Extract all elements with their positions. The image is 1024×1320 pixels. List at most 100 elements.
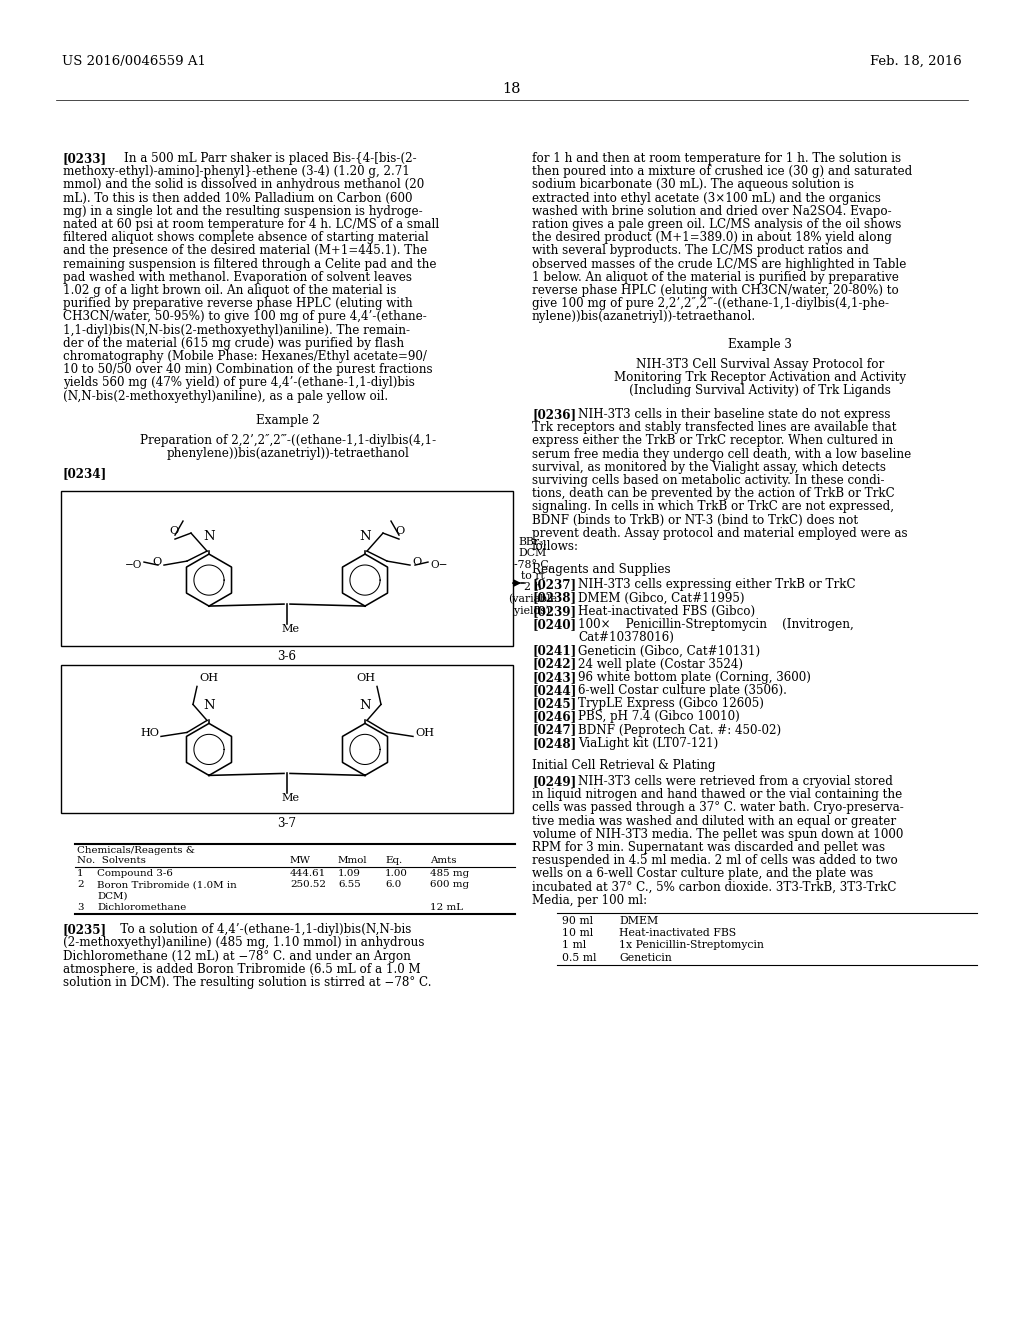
Text: mmol) and the solid is dissolved in anhydrous methanol (20: mmol) and the solid is dissolved in anhy… [63, 178, 424, 191]
Text: tions, death can be prevented by the action of TrkB or TrkC: tions, death can be prevented by the act… [532, 487, 895, 500]
Text: RPM for 3 min. Supernatant was discarded and pellet was: RPM for 3 min. Supernatant was discarded… [532, 841, 885, 854]
Text: [0246]: [0246] [532, 710, 577, 723]
Text: DCM): DCM) [97, 891, 128, 900]
Text: Reagents and Supplies: Reagents and Supplies [532, 562, 671, 576]
Text: Example 3: Example 3 [728, 338, 792, 351]
Text: resuspended in 4.5 ml media. 2 ml of cells was added to two: resuspended in 4.5 ml media. 2 ml of cel… [532, 854, 898, 867]
Text: BDNF (binds to TrkB) or NT-3 (bind to TrkC) does not: BDNF (binds to TrkB) or NT-3 (bind to Tr… [532, 513, 858, 527]
Text: NIH-3T3 cells expressing either TrkB or TrkC: NIH-3T3 cells expressing either TrkB or … [578, 578, 856, 591]
Text: O: O [395, 527, 404, 536]
Text: 600 mg: 600 mg [430, 880, 469, 890]
Text: DMEM (Gibco, Cat#11995): DMEM (Gibco, Cat#11995) [578, 591, 744, 605]
Text: pad washed with methanol. Evaporation of solvent leaves: pad washed with methanol. Evaporation of… [63, 271, 412, 284]
Text: washed with brine solution and dried over Na2SO4. Evapo-: washed with brine solution and dried ove… [532, 205, 892, 218]
Text: (2-methoxyethyl)aniline) (485 mg, 1.10 mmol) in anhydrous: (2-methoxyethyl)aniline) (485 mg, 1.10 m… [63, 936, 425, 949]
Text: [0245]: [0245] [532, 697, 577, 710]
Text: phenylene))bis(azanetriyl))-tetraethanol: phenylene))bis(azanetriyl))-tetraethanol [167, 447, 410, 459]
Text: Eq.: Eq. [385, 855, 402, 865]
Text: give 100 mg of pure 2,2’,2″,2‴-((ethane-1,1-diylbis(4,1-phe-: give 100 mg of pure 2,2’,2″,2‴-((ethane-… [532, 297, 889, 310]
Text: 444.61: 444.61 [290, 869, 327, 878]
Text: 1: 1 [77, 869, 84, 878]
Text: MW: MW [290, 855, 311, 865]
Text: cells was passed through a 37° C. water bath. Cryo-preserva-: cells was passed through a 37° C. water … [532, 801, 904, 814]
Text: BBr₃,: BBr₃, [518, 536, 547, 546]
Text: Heat-inactivated FBS: Heat-inactivated FBS [618, 928, 736, 939]
Text: O: O [169, 527, 178, 536]
Text: mg) in a single lot and the resulting suspension is hydroge-: mg) in a single lot and the resulting su… [63, 205, 423, 218]
Text: extracted into ethyl acetate (3×100 mL) and the organics: extracted into ethyl acetate (3×100 mL) … [532, 191, 881, 205]
Text: [0243]: [0243] [532, 671, 577, 684]
Text: N: N [359, 531, 371, 543]
Text: tive media was washed and diluted with an equal or greater: tive media was washed and diluted with a… [532, 814, 896, 828]
Text: survival, as monitored by the Vialight assay, which detects: survival, as monitored by the Vialight a… [532, 461, 886, 474]
Text: DCM: DCM [518, 548, 547, 557]
Text: 90 ml: 90 ml [562, 916, 593, 927]
Text: with several byproducts. The LC/MS product ratios and: with several byproducts. The LC/MS produ… [532, 244, 869, 257]
Text: 24 well plate (Costar 3524): 24 well plate (Costar 3524) [578, 657, 743, 671]
Text: surviving cells based on metabolic activity. In these condi-: surviving cells based on metabolic activ… [532, 474, 885, 487]
Text: In a 500 mL Parr shaker is placed Bis-{4-[bis-(2-: In a 500 mL Parr shaker is placed Bis-{4… [109, 152, 417, 165]
Text: 1,1-diyl)bis(N,N-bis(2-methoxyethyl)aniline). The remain-: 1,1-diyl)bis(N,N-bis(2-methoxyethyl)anil… [63, 323, 410, 337]
Text: 6.0: 6.0 [385, 880, 401, 890]
Text: -78° C,: -78° C, [514, 560, 551, 570]
Text: the desired product (M+1=389.0) in about 18% yield along: the desired product (M+1=389.0) in about… [532, 231, 892, 244]
Text: 18: 18 [503, 82, 521, 96]
Text: 1.09: 1.09 [338, 869, 360, 878]
Text: 2 h: 2 h [523, 582, 542, 593]
Text: (Including Survival Activity) of Trk Ligands: (Including Survival Activity) of Trk Lig… [629, 384, 891, 397]
Text: (N,N-bis(2-methoxyethyl)aniline), as a pale yellow oil.: (N,N-bis(2-methoxyethyl)aniline), as a p… [63, 389, 388, 403]
Text: filtered aliquot shows complete absence of starting material: filtered aliquot shows complete absence … [63, 231, 429, 244]
Text: [0236]: [0236] [532, 408, 577, 421]
Text: Geneticin (Gibco, Cat#10131): Geneticin (Gibco, Cat#10131) [578, 644, 760, 657]
Text: serum free media they undergo cell death, with a low baseline: serum free media they undergo cell death… [532, 447, 911, 461]
Text: Feb. 18, 2016: Feb. 18, 2016 [870, 55, 962, 69]
Text: CH3CN/water, 50-95%) to give 100 mg of pure 4,4’-(ethane-: CH3CN/water, 50-95%) to give 100 mg of p… [63, 310, 427, 323]
Text: Geneticin: Geneticin [618, 953, 672, 962]
Text: yields 560 mg (47% yield) of pure 4,4’-(ethane-1,1-diyl)bis: yields 560 mg (47% yield) of pure 4,4’-(… [63, 376, 415, 389]
Text: US 2016/0046559 A1: US 2016/0046559 A1 [62, 55, 206, 69]
Text: incubated at 37° C., 5% carbon dioxide. 3T3-TrkB, 3T3-TrkC: incubated at 37° C., 5% carbon dioxide. … [532, 880, 896, 894]
Text: N: N [203, 700, 215, 713]
Text: purified by preparative reverse phase HPLC (eluting with: purified by preparative reverse phase HP… [63, 297, 413, 310]
Text: [0233]: [0233] [63, 152, 108, 165]
Text: 3-7: 3-7 [278, 817, 297, 830]
Text: 12 mL: 12 mL [430, 903, 463, 912]
Text: 485 mg: 485 mg [430, 869, 469, 878]
Text: N: N [359, 700, 371, 713]
Text: reverse phase HPLC (eluting with CH3CN/water, 20-80%) to: reverse phase HPLC (eluting with CH3CN/w… [532, 284, 899, 297]
Text: [0239]: [0239] [532, 605, 577, 618]
Text: Amts: Amts [430, 855, 457, 865]
Text: [0247]: [0247] [532, 723, 577, 737]
Text: atmosphere, is added Boron Tribromide (6.5 mL of a 1.0 M: atmosphere, is added Boron Tribromide (6… [63, 962, 421, 975]
Text: Mmol: Mmol [338, 855, 368, 865]
Text: in liquid nitrogen and hand thawed or the vial containing the: in liquid nitrogen and hand thawed or th… [532, 788, 902, 801]
Text: [0235]: [0235] [63, 923, 108, 936]
Text: 250.52: 250.52 [290, 880, 326, 890]
Text: Trk receptors and stably transfected lines are available that: Trk receptors and stably transfected lin… [532, 421, 896, 434]
Text: 6.55: 6.55 [338, 880, 360, 890]
Text: (variable: (variable [508, 594, 557, 603]
Text: [0249]: [0249] [532, 775, 577, 788]
Text: yields): yields) [514, 605, 551, 615]
Text: ViaLight kit (LT07-121): ViaLight kit (LT07-121) [578, 737, 718, 750]
Text: solution in DCM). The resulting solution is stirred at −78° C.: solution in DCM). The resulting solution… [63, 975, 431, 989]
Text: BDNF (Peprotech Cat. #: 450-02): BDNF (Peprotech Cat. #: 450-02) [578, 723, 781, 737]
Text: der of the material (615 mg crude) was purified by flash: der of the material (615 mg crude) was p… [63, 337, 404, 350]
Text: nylene))bis(azanetriyl))-tetraethanol.: nylene))bis(azanetriyl))-tetraethanol. [532, 310, 756, 323]
Text: OH: OH [199, 673, 218, 684]
Text: [0241]: [0241] [532, 644, 577, 657]
Text: 1x Penicillin-Streptomycin: 1x Penicillin-Streptomycin [618, 940, 764, 950]
Text: ration gives a pale green oil. LC/MS analysis of the oil shows: ration gives a pale green oil. LC/MS ana… [532, 218, 901, 231]
Text: prevent death. Assay protocol and material employed were as: prevent death. Assay protocol and materi… [532, 527, 907, 540]
Text: O−: O− [430, 560, 447, 570]
Text: 1 below. An aliquot of the material is purified by preparative: 1 below. An aliquot of the material is p… [532, 271, 899, 284]
Text: for 1 h and then at room temperature for 1 h. The solution is: for 1 h and then at room temperature for… [532, 152, 901, 165]
Text: 3: 3 [77, 903, 84, 912]
Text: 0.5 ml: 0.5 ml [562, 953, 597, 962]
Text: Example 2: Example 2 [256, 414, 319, 426]
Text: volume of NIH-3T3 media. The pellet was spun down at 1000: volume of NIH-3T3 media. The pellet was … [532, 828, 903, 841]
Text: to rt: to rt [520, 570, 545, 581]
Text: Compound 3-6: Compound 3-6 [97, 869, 173, 878]
Text: 10 to 50/50 over 40 min) Combination of the purest fractions: 10 to 50/50 over 40 min) Combination of … [63, 363, 432, 376]
Text: observed masses of the crude LC/MS are highlighted in Table: observed masses of the crude LC/MS are h… [532, 257, 906, 271]
